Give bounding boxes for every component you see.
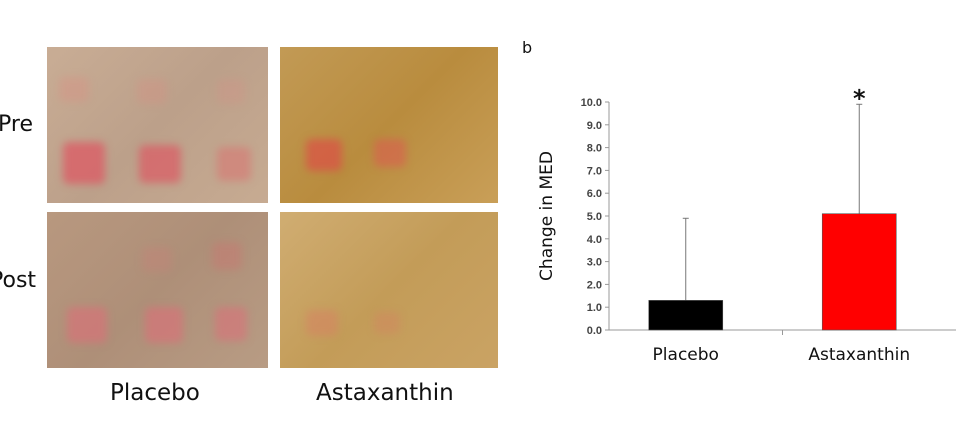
y-axis-label: Change in MED xyxy=(537,151,557,281)
y-tick-label: 6.0 xyxy=(587,188,602,200)
y-tick-label: 2.0 xyxy=(587,279,602,291)
bar-astaxanthin xyxy=(821,213,897,331)
y-tick-label: 10.0 xyxy=(581,97,602,109)
y-tick-label: 1.0 xyxy=(587,302,602,314)
x-tick-label: Astaxanthin xyxy=(808,345,910,365)
y-tick-label: 3.0 xyxy=(587,257,602,269)
x-tick-label: Placebo xyxy=(653,345,719,365)
y-tick-label: 0.0 xyxy=(587,325,602,337)
photo-astaxanthin-post xyxy=(280,212,498,368)
panel-label-b: b xyxy=(522,38,533,57)
column-label-placebo: Placebo xyxy=(110,380,200,406)
bar-chart: 0.0 1.0 2.0 3.0 4.0 5.0 6.0 7.0 8.0 9.0 10.0 Change… xyxy=(537,84,956,365)
row-label-pre: Pre xyxy=(0,112,33,137)
y-tick-label: 4.0 xyxy=(587,234,602,246)
y-tick-label: 9.0 xyxy=(587,120,602,132)
y-tick-label: 5.0 xyxy=(587,211,602,223)
photo-astaxanthin-pre xyxy=(280,47,498,203)
y-tick-label: 8.0 xyxy=(587,143,602,155)
significance-asterisk: * xyxy=(853,84,866,112)
column-label-astaxanthin: Astaxanthin xyxy=(316,380,454,406)
photo-placebo-post xyxy=(47,212,268,368)
y-tick-label: 7.0 xyxy=(587,165,602,177)
row-label-post: Post xyxy=(0,268,37,293)
photo-placebo-pre xyxy=(47,47,268,203)
bar-placebo xyxy=(648,300,724,331)
